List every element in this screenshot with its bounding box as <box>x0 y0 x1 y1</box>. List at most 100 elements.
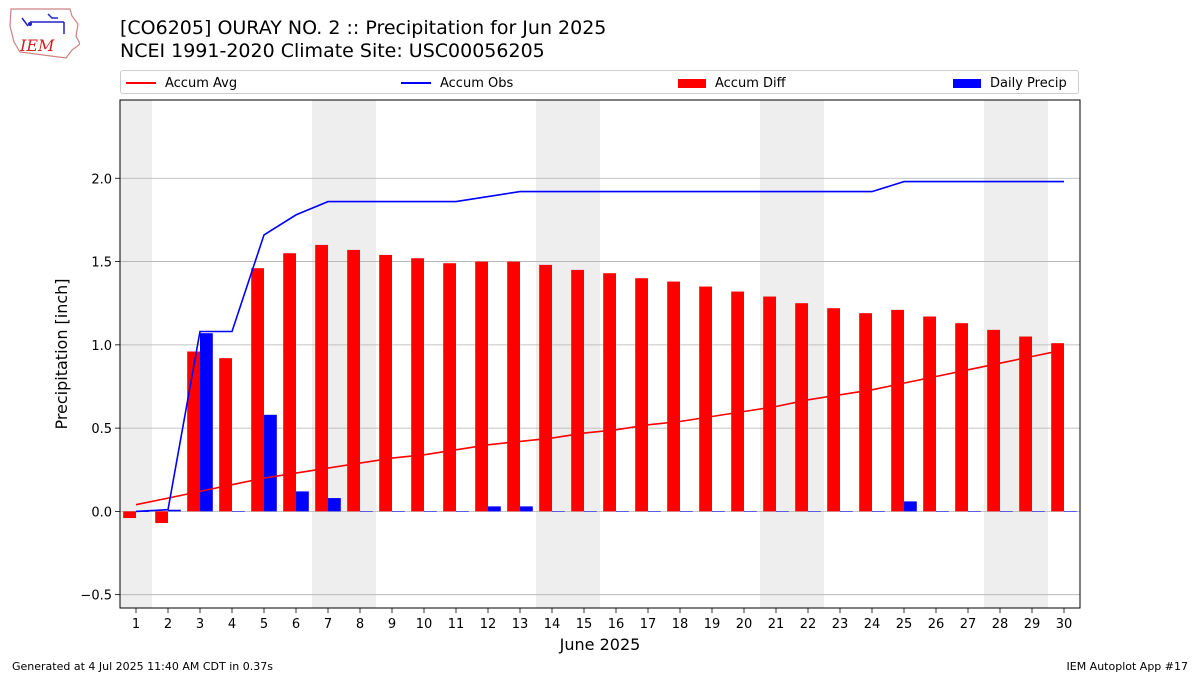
y-tick-label: 0.5 <box>91 422 112 437</box>
x-tick-label: 16 <box>608 617 625 632</box>
logo-text: IEM <box>19 36 55 55</box>
legend-label-daily-precip: Daily Precip <box>990 75 1067 91</box>
bar-daily-precip <box>168 509 181 512</box>
bar-accum-diff <box>347 249 360 512</box>
x-tick-label: 18 <box>672 617 689 632</box>
x-axis-label: June 2025 <box>559 635 641 654</box>
legend: Accum Avg Accum Obs Accum Diff Daily Pre… <box>120 70 1079 94</box>
bar-accum-diff <box>827 308 840 512</box>
bar-accum-diff <box>251 268 264 512</box>
bar-accum-diff <box>667 281 680 512</box>
weekend-shade-day-1 <box>120 100 152 608</box>
iem-logo: IEM <box>9 8 80 59</box>
x-tick-label: 29 <box>1024 617 1041 632</box>
bar-accum-diff <box>507 261 520 512</box>
bar-accum-diff <box>987 329 1000 512</box>
bar-daily-precip <box>584 511 597 512</box>
x-tick-label: 22 <box>800 617 817 632</box>
bar-accum-diff <box>763 296 776 512</box>
x-tick-label: 26 <box>928 617 945 632</box>
weather-station-icon <box>21 13 65 34</box>
legend-swatch-accum-avg <box>126 82 156 84</box>
legend-label-accum-diff: Accum Diff <box>715 75 786 91</box>
x-tick-label: 9 <box>388 617 396 632</box>
x-tick-label: 10 <box>416 617 433 632</box>
x-tick-label: 5 <box>260 617 268 632</box>
bar-accum-diff <box>123 511 136 519</box>
bar-accum-diff <box>315 244 328 512</box>
y-tick-label: 2.0 <box>91 172 112 187</box>
bar-daily-precip <box>488 506 501 512</box>
x-tick-label: 27 <box>960 617 977 632</box>
bar-accum-diff <box>379 254 392 512</box>
bar-daily-precip <box>680 511 693 512</box>
bar-daily-precip <box>328 498 341 512</box>
plot-frame <box>119 99 1081 609</box>
x-tick-label: 15 <box>576 617 593 632</box>
bar-accum-diff <box>187 351 200 512</box>
bar-daily-precip <box>264 414 277 512</box>
bar-daily-precip <box>360 511 373 512</box>
y-tick-label: 1.0 <box>91 339 112 354</box>
x-tick-label: 1 <box>132 617 140 632</box>
x-tick-label: 8 <box>356 617 364 632</box>
bar-accum-diff <box>923 316 936 512</box>
bar-daily-precip <box>904 501 917 512</box>
generated-timestamp: Generated at 4 Jul 2025 11:40 AM CDT in … <box>12 660 273 673</box>
x-tick-label: 4 <box>228 617 236 632</box>
bar-daily-precip <box>776 511 789 512</box>
bar-accum-diff <box>571 269 584 512</box>
bar-accum-diff <box>891 309 904 512</box>
x-tick-label: 17 <box>640 617 657 632</box>
bar-accum-diff <box>219 358 232 512</box>
bar-daily-precip <box>1000 511 1013 512</box>
bar-daily-precip <box>424 511 437 512</box>
bar-accum-diff <box>699 286 712 512</box>
bar-daily-precip <box>712 511 725 512</box>
bar-daily-precip <box>808 511 821 512</box>
bar-daily-precip <box>232 511 245 512</box>
x-tick-label: 24 <box>864 617 881 632</box>
x-tick-label: 25 <box>896 617 913 632</box>
legend-item-accum-avg: Accum Avg <box>126 73 237 93</box>
y-tick-label: 0.0 <box>91 505 112 520</box>
bar-accum-diff <box>155 511 168 524</box>
bar-accum-diff <box>411 258 424 512</box>
y-axis-label: Precipitation [inch] <box>52 278 71 429</box>
x-tick-label: 7 <box>324 617 332 632</box>
legend-item-accum-obs: Accum Obs <box>401 73 513 93</box>
bar-daily-precip <box>1064 511 1077 512</box>
bar-daily-precip <box>840 511 853 512</box>
chart-subtitle: NCEI 1991-2020 Climate Site: USC00056205 <box>120 40 545 62</box>
x-tick-label: 2 <box>164 617 172 632</box>
line-accum-obs <box>135 180 1064 513</box>
legend-label-accum-avg: Accum Avg <box>165 75 238 91</box>
bar-accum-diff <box>731 291 744 512</box>
bar-daily-precip <box>456 511 469 512</box>
bar-daily-precip <box>1032 511 1045 512</box>
bar-daily-precip <box>936 511 949 512</box>
x-tick-label: 14 <box>544 617 561 632</box>
y-tick-label: −0.5 <box>80 589 112 604</box>
bar-daily-precip <box>552 511 565 512</box>
x-tick-label: 20 <box>736 617 753 632</box>
x-tick-label: 6 <box>292 617 300 632</box>
bar-accum-diff <box>1051 343 1064 512</box>
legend-swatch-accum-diff <box>678 78 706 88</box>
legend-swatch-accum-obs <box>401 82 431 84</box>
bar-accum-diff <box>859 313 872 512</box>
bar-daily-precip <box>392 511 405 512</box>
app-credit: IEM Autoplot App #17 <box>1066 660 1189 673</box>
bar-daily-precip <box>648 511 661 512</box>
bar-accum-diff <box>1019 336 1032 512</box>
bar-accum-diff <box>443 263 456 512</box>
x-tick-label: 28 <box>992 617 1009 632</box>
legend-swatch-daily-precip <box>953 78 981 88</box>
bar-accum-diff <box>603 273 616 512</box>
bar-accum-diff <box>635 278 648 512</box>
station-dot <box>28 22 32 26</box>
bar-daily-precip <box>296 491 309 512</box>
x-tick-label: 11 <box>448 617 465 632</box>
y-tick-label: 1.5 <box>91 256 112 271</box>
legend-label-accum-obs: Accum Obs <box>440 75 514 91</box>
